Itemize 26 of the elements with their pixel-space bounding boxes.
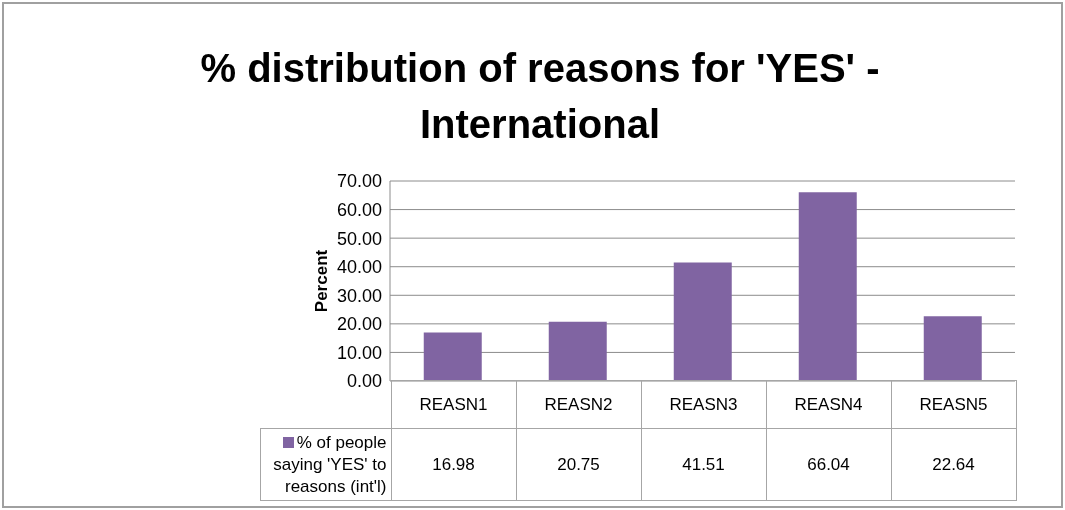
y-tick-label: 60.00 [336,199,382,220]
bar [673,262,732,381]
legend-label: % of people saying 'YES' to reasons (int'l) [260,428,391,501]
y-axis-title: Percent [312,249,332,313]
y-tick-label: 0.00 [346,371,382,392]
data-label: 16.98 [391,428,516,501]
y-tick-label: 40.00 [336,257,382,278]
y-tick-label: 50.00 [336,228,382,249]
data-label: 22.64 [891,428,1016,501]
data-label: 66.04 [766,428,891,501]
x-tick-label: REASN1 [391,380,516,429]
x-tick-label: REASN3 [641,380,766,429]
data-label: 41.51 [641,428,766,501]
bar [798,192,857,381]
bar [923,316,982,381]
data-label: 20.75 [516,428,641,501]
bar [548,321,607,381]
y-tick-label: 10.00 [336,342,382,363]
x-tick-label: REASN2 [516,380,641,429]
y-tick-label: 70.00 [336,171,382,192]
x-tick-label: REASN4 [766,380,891,429]
y-tick-label: 30.00 [336,285,382,306]
bar [423,332,482,381]
y-tick-label: 20.00 [336,314,382,335]
chart-title: % distribution of reasons for 'YES' - International [199,45,881,148]
x-tick-label: REASN5 [891,380,1016,429]
